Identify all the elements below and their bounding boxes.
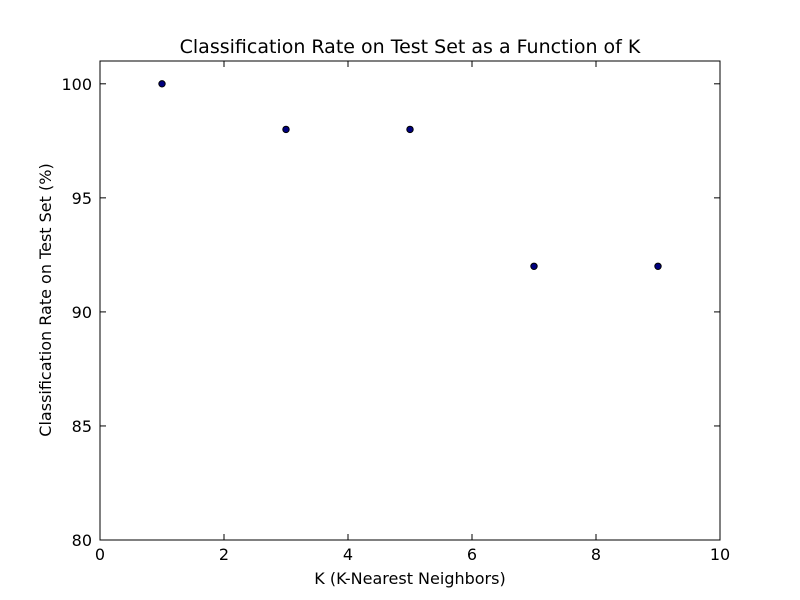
x-tick-label: 8 [591,545,601,564]
y-tick-label: 80 [72,531,92,550]
y-tick-label: 85 [72,417,92,436]
x-tick-label: 0 [95,545,105,564]
y-tick-label: 100 [61,75,92,94]
x-tick-label: 2 [219,545,229,564]
x-tick-label: 4 [343,545,353,564]
scatter-point [530,262,538,270]
x-tick-label: 6 [467,545,477,564]
scatter-point [158,80,166,88]
x-axis-label: K (K-Nearest Neighbors) [314,569,505,588]
chart-title: Classification Rate on Test Set as a Fun… [180,36,641,58]
scatter-point [654,262,662,270]
scatter-point [282,125,290,134]
scatter-point [406,125,414,134]
y-tick-label: 90 [72,303,92,322]
y-tick-label: 95 [72,189,92,208]
axis-ticks: 0 2 4 6 8 10 80 85 90 95 100 [61,61,730,564]
data-points [158,80,662,270]
plot-frame [99,60,721,541]
y-axis-label: Classification Rate on Test Set (%) [36,163,55,436]
x-tick-label: 10 [710,545,730,564]
